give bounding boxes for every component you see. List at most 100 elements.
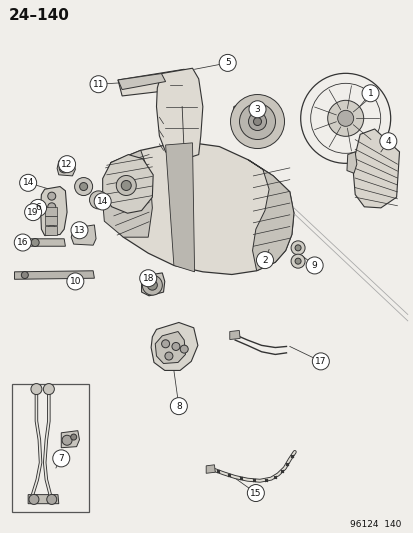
Circle shape — [71, 222, 88, 239]
Circle shape — [116, 175, 136, 196]
Polygon shape — [102, 155, 153, 213]
Circle shape — [71, 434, 76, 440]
Circle shape — [43, 384, 54, 394]
Circle shape — [379, 133, 396, 150]
Polygon shape — [118, 69, 192, 96]
Text: 24–140: 24–140 — [8, 8, 69, 23]
Polygon shape — [40, 187, 67, 236]
Text: 5: 5 — [224, 59, 230, 67]
Circle shape — [47, 225, 56, 233]
Circle shape — [29, 495, 39, 504]
Polygon shape — [27, 239, 65, 246]
Text: 13: 13 — [74, 226, 85, 235]
Circle shape — [24, 204, 42, 221]
Text: 2: 2 — [261, 256, 267, 264]
Polygon shape — [14, 271, 94, 279]
Circle shape — [90, 76, 107, 93]
Circle shape — [62, 435, 72, 445]
Polygon shape — [61, 431, 79, 448]
Text: 17: 17 — [314, 357, 326, 366]
Circle shape — [94, 193, 111, 210]
Circle shape — [230, 94, 284, 149]
Circle shape — [14, 234, 31, 251]
Polygon shape — [102, 150, 152, 237]
Circle shape — [311, 353, 329, 370]
Text: 11: 11 — [93, 80, 104, 88]
Circle shape — [31, 384, 42, 394]
Polygon shape — [151, 322, 197, 370]
Circle shape — [239, 103, 275, 140]
Text: 6: 6 — [35, 204, 41, 212]
Circle shape — [294, 245, 300, 251]
Circle shape — [170, 398, 187, 415]
Text: 96124  140: 96124 140 — [349, 520, 401, 529]
Text: 19: 19 — [27, 208, 39, 216]
Circle shape — [337, 110, 353, 126]
Circle shape — [31, 238, 39, 247]
Circle shape — [327, 100, 363, 136]
Circle shape — [147, 280, 157, 290]
Circle shape — [305, 257, 323, 274]
Circle shape — [79, 182, 88, 191]
Circle shape — [94, 196, 102, 204]
Text: 7: 7 — [58, 454, 64, 463]
Bar — [45, 206, 57, 215]
Circle shape — [218, 54, 236, 71]
Polygon shape — [248, 160, 293, 271]
Circle shape — [52, 450, 70, 467]
Circle shape — [171, 342, 180, 351]
Circle shape — [21, 271, 28, 279]
Polygon shape — [346, 152, 356, 173]
Polygon shape — [206, 465, 215, 473]
Polygon shape — [141, 273, 164, 296]
Text: 1: 1 — [367, 89, 373, 98]
Polygon shape — [155, 332, 185, 364]
Polygon shape — [229, 330, 240, 340]
Text: 16: 16 — [17, 238, 28, 247]
Circle shape — [89, 191, 107, 209]
Circle shape — [247, 484, 264, 502]
Circle shape — [47, 214, 56, 223]
Text: 4: 4 — [385, 137, 390, 146]
Polygon shape — [28, 495, 59, 504]
Text: 8: 8 — [176, 402, 181, 410]
Text: 14: 14 — [22, 179, 34, 187]
Circle shape — [74, 177, 93, 196]
Circle shape — [58, 156, 76, 173]
Circle shape — [361, 85, 378, 102]
Polygon shape — [71, 225, 96, 245]
Circle shape — [66, 273, 84, 290]
Circle shape — [29, 199, 47, 216]
Circle shape — [180, 345, 188, 353]
Circle shape — [248, 112, 266, 131]
Polygon shape — [118, 74, 165, 90]
Circle shape — [161, 340, 169, 348]
Text: 18: 18 — [142, 274, 154, 282]
Polygon shape — [102, 143, 293, 274]
Circle shape — [290, 254, 304, 268]
Circle shape — [294, 258, 300, 264]
Circle shape — [256, 252, 273, 269]
Circle shape — [290, 241, 304, 255]
Polygon shape — [165, 143, 194, 272]
Text: 14: 14 — [97, 197, 108, 206]
Text: 10: 10 — [69, 277, 81, 286]
Bar — [12, 384, 89, 512]
Bar — [45, 225, 57, 235]
Text: 9: 9 — [311, 261, 317, 270]
Circle shape — [59, 163, 69, 173]
Circle shape — [253, 117, 261, 126]
Polygon shape — [156, 68, 202, 160]
Polygon shape — [57, 159, 75, 176]
Circle shape — [47, 495, 57, 504]
Circle shape — [248, 101, 266, 118]
Circle shape — [164, 352, 173, 360]
Circle shape — [47, 192, 56, 200]
Bar — [45, 216, 57, 225]
Circle shape — [121, 181, 131, 190]
Text: 12: 12 — [61, 160, 73, 168]
Polygon shape — [231, 100, 281, 144]
Text: 15: 15 — [249, 489, 261, 497]
Circle shape — [47, 203, 56, 211]
Polygon shape — [352, 129, 399, 208]
